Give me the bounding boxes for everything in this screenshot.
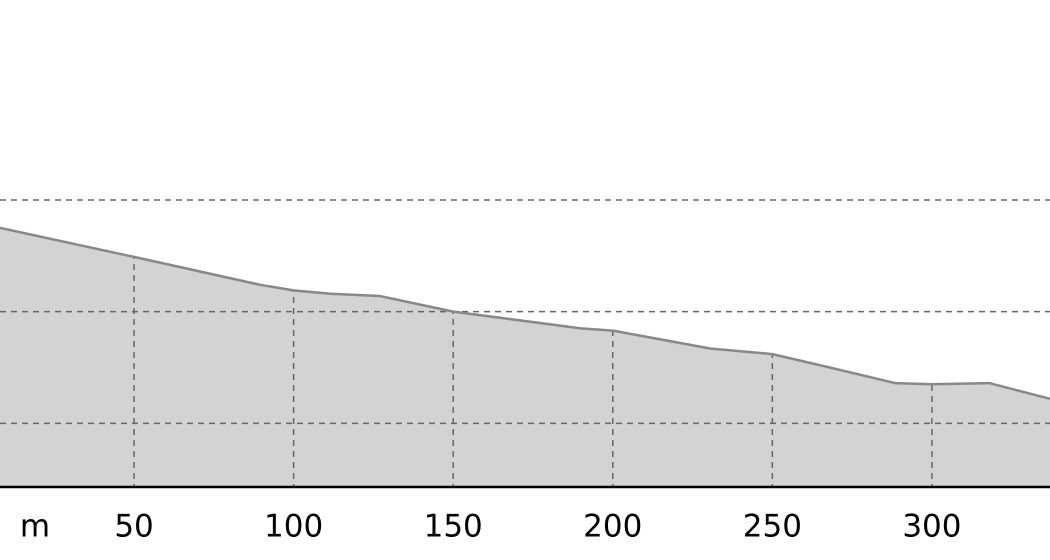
x-tick-label: 250 [743, 509, 802, 545]
x-tick-label: 150 [424, 509, 483, 545]
x-axis-label: m [20, 509, 50, 545]
x-tick-label: 300 [902, 509, 961, 545]
x-tick-label: 200 [583, 509, 642, 545]
area [0, 227, 1050, 487]
x-tick-label: 100 [264, 509, 323, 545]
profile-line [0, 226, 1050, 401]
x-tick-label: 50 [114, 509, 153, 545]
